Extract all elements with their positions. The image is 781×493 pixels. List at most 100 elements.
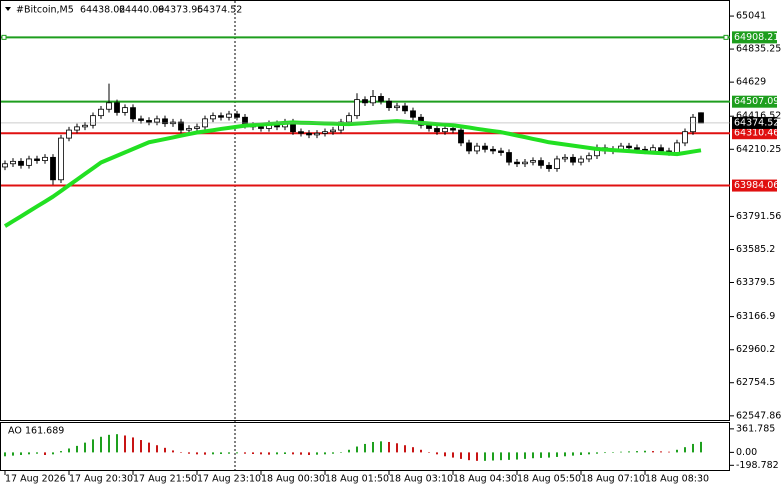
candle-body — [458, 129, 464, 144]
ao-bar — [404, 445, 406, 453]
ao-bar — [428, 452, 430, 453]
menu-arrow — [5, 7, 11, 11]
candle-body — [514, 161, 520, 165]
ao-bar — [508, 452, 510, 460]
candle-body — [90, 115, 96, 126]
ao-bar — [484, 452, 486, 461]
candle-body — [626, 145, 632, 149]
ao-bar — [596, 452, 598, 454]
candle-body — [386, 100, 392, 109]
ao-bar — [612, 452, 614, 453]
ao-bar — [52, 452, 54, 455]
candle-body — [682, 131, 688, 144]
candle-body — [474, 145, 480, 152]
ao-bar — [300, 452, 302, 455]
y-tick-label: 63585.2 — [736, 244, 775, 255]
ao-bar — [4, 452, 6, 457]
candle-body — [466, 142, 472, 152]
price-tag — [732, 116, 777, 129]
level-label: 64310.46 — [734, 128, 779, 139]
y-tick-label: 64210.25 — [736, 144, 781, 155]
ao-frame — [0, 422, 730, 471]
x-tick-label: 17 Aug 21:50 — [133, 474, 197, 485]
ao-bar — [316, 452, 318, 455]
candle-body — [634, 147, 640, 150]
candle-body — [58, 137, 64, 181]
candle-body — [378, 96, 384, 102]
candle-body — [354, 99, 360, 117]
candle-body — [586, 155, 592, 160]
candle-body — [498, 150, 504, 153]
ao-bar — [20, 452, 22, 455]
ao-bar — [372, 441, 374, 453]
ao-bar — [564, 452, 566, 457]
candle-body — [434, 128, 440, 133]
candle-body — [218, 115, 224, 118]
ao-bar — [556, 452, 558, 457]
ao-bar — [68, 448, 70, 453]
level-tag — [732, 127, 777, 140]
candle-body — [482, 145, 488, 150]
candle-body — [410, 110, 416, 118]
candle-body — [82, 124, 88, 128]
candle-body — [522, 161, 528, 165]
candle-body — [658, 147, 664, 152]
ao-bar — [140, 440, 142, 453]
candle-body — [650, 147, 656, 152]
ao-bar — [380, 441, 382, 453]
ao-bar — [692, 443, 694, 453]
ao-bar — [532, 452, 534, 459]
y-tick-label: 64416.52 — [736, 111, 781, 122]
x-tick-label: 18 Aug 08:30 — [645, 474, 709, 485]
ao-bar — [644, 450, 646, 453]
ao-bar — [356, 446, 358, 453]
candle-body — [330, 129, 336, 133]
level-handle — [1, 34, 7, 40]
y-tick-label: 63791.56 — [736, 211, 781, 222]
ao-bar — [516, 452, 518, 460]
x-tick-label: 18 Aug 04:30 — [453, 474, 517, 485]
candle-body — [362, 99, 368, 104]
ao-bar — [364, 443, 366, 453]
candle-body — [26, 158, 32, 166]
level-tag — [732, 95, 777, 108]
ao-bar — [396, 443, 398, 453]
ao-bar — [444, 452, 446, 457]
quote-value: 64438.02 — [80, 5, 125, 16]
ao-bar — [580, 452, 582, 455]
ao-bar — [84, 442, 86, 453]
ao-bar — [124, 435, 126, 453]
ao-bar — [116, 434, 118, 453]
candle-body — [162, 118, 168, 125]
ao-bar — [412, 447, 414, 453]
ao-bar — [604, 452, 606, 454]
x-tick-label: 17 Aug 23:10 — [197, 474, 261, 485]
ao-bar — [620, 451, 622, 453]
y-tick-label: 64835.25 — [736, 44, 781, 55]
candle-body — [234, 113, 240, 118]
ao-bar — [220, 452, 222, 455]
ao-bar — [132, 437, 134, 453]
ao-bar — [436, 452, 438, 455]
ao-bar — [348, 449, 350, 453]
ao-bar — [92, 439, 94, 453]
x-tick-label: 18 Aug 07:10 — [581, 474, 645, 485]
level-tag — [732, 31, 777, 44]
candle-body — [194, 126, 200, 129]
ao-bar — [492, 452, 494, 461]
ao-bar — [212, 452, 214, 455]
x-tick-label: 18 Aug 00:30 — [261, 474, 325, 485]
level-handle — [723, 34, 729, 40]
ao-bar — [540, 452, 542, 458]
candle-body — [698, 112, 704, 124]
y-tick-label: 361.785 — [736, 423, 775, 434]
candle-body — [690, 116, 696, 133]
ao-bar — [340, 452, 342, 453]
ao-bar — [244, 452, 246, 454]
candle-body — [178, 121, 184, 131]
y-tick-label: 0.00 — [736, 447, 757, 458]
candle-body — [122, 107, 128, 113]
candle-body — [154, 118, 160, 123]
